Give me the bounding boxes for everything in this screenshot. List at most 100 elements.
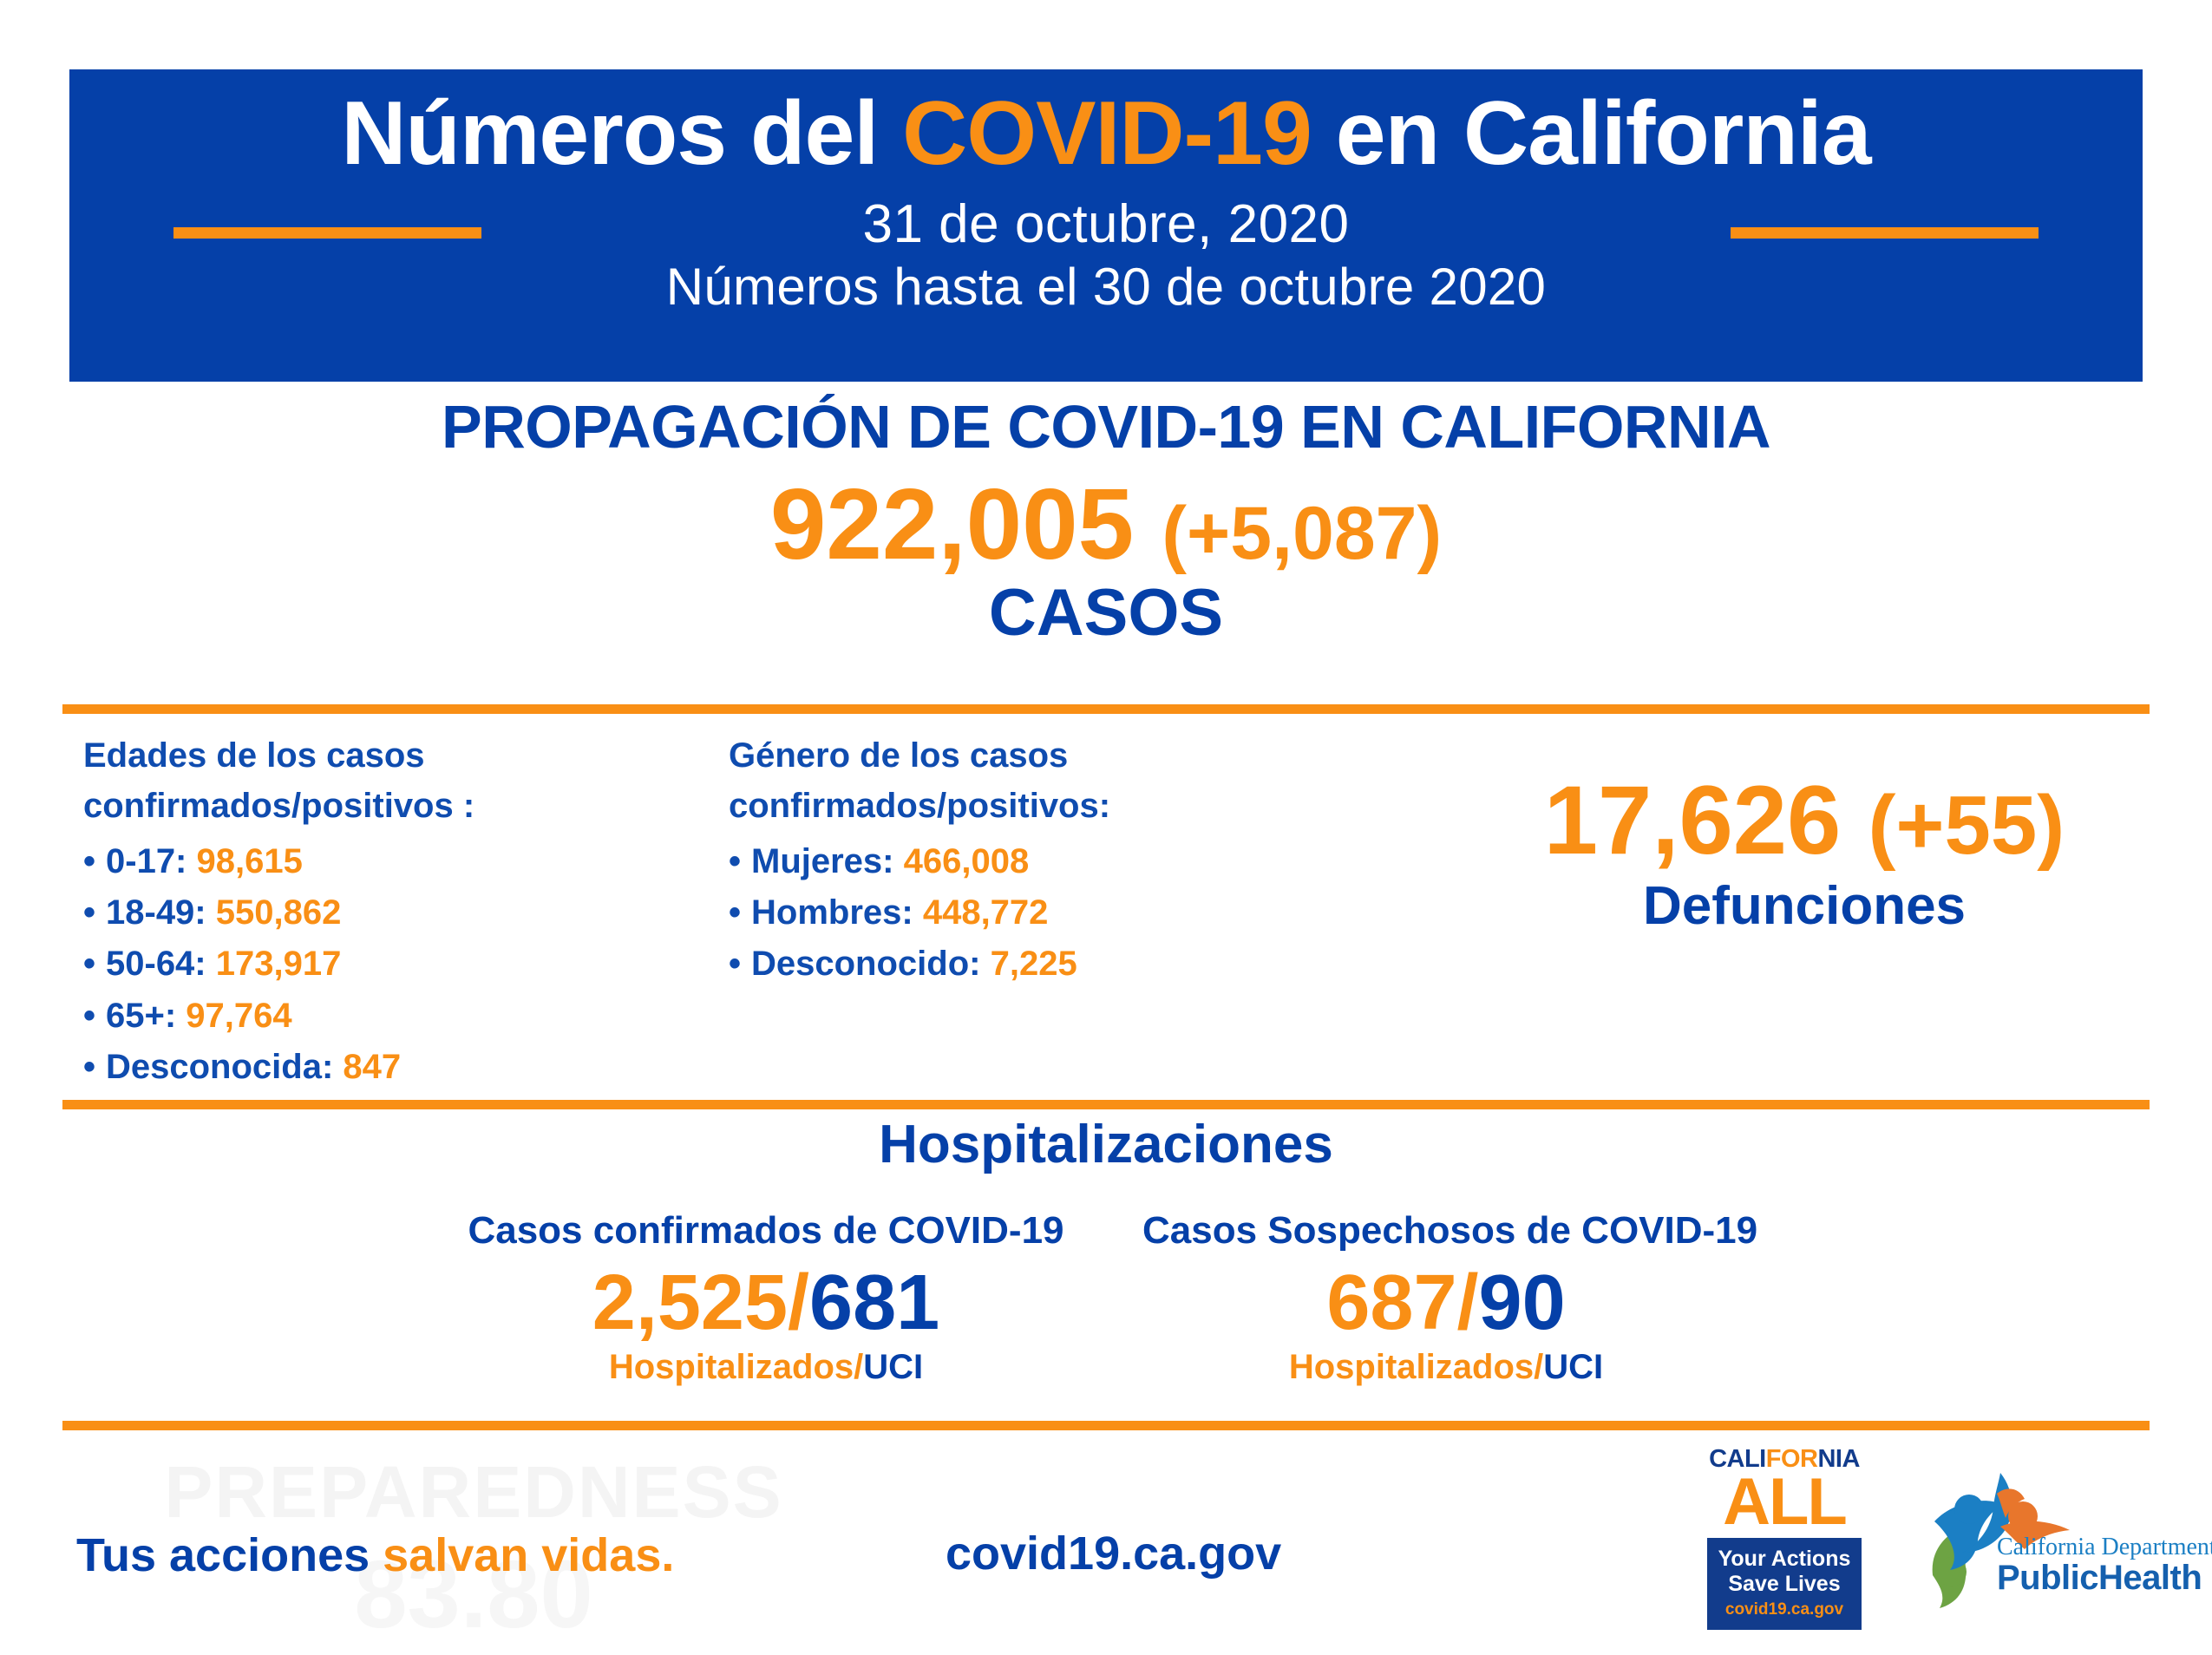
tagline: Tus acciones salvan vidas. <box>76 1528 674 1582</box>
suspected-sub-sep: / <box>1534 1347 1544 1386</box>
watermark-preparedness: PREPAREDNESS <box>164 1451 783 1533</box>
gender-value-0: 466,008 <box>903 842 1030 880</box>
suspected-separator: / <box>1456 1259 1479 1346</box>
tagline-blue-part: Tus acciones <box>76 1529 383 1581</box>
gender-value-2: 7,225 <box>990 945 1077 984</box>
gender-value-1: 448,772 <box>922 893 1049 932</box>
suspected-icu-value: 90 <box>1478 1259 1566 1346</box>
ages-label-1: 18-49: <box>106 893 206 932</box>
rule-left-decoration <box>173 227 481 239</box>
hospitalizations-title: Hospitalizaciones <box>879 1115 1333 1174</box>
ages-value-4: 847 <box>343 1047 402 1086</box>
ages-label-0: 0-17: <box>106 842 187 880</box>
date-row: 31 de octubre, 2020 <box>69 193 2143 257</box>
deaths-value: 17,626 (+55) <box>1440 767 2169 873</box>
confirmed-icu-value: 681 <box>809 1259 940 1346</box>
confirmed-sub-icu: UCI <box>863 1347 924 1386</box>
ages-label-2: 50-64: <box>106 945 206 984</box>
divider-bottom <box>62 1421 2150 1430</box>
suspected-values: 687/90 <box>1142 1259 1750 1346</box>
ages-value-2: 173,917 <box>215 945 342 984</box>
total-cases-value: 922,005 (+5,087) <box>0 468 2212 580</box>
gender-column: Género de los casos confirmados/positivo… <box>729 730 1266 991</box>
suspected-sub-hosp: Hospitalizados <box>1288 1347 1535 1386</box>
confirmed-sub-sep: / <box>854 1347 864 1386</box>
ca-all-tagline-box: Your Actions Save Lives covid19.ca.gov <box>1707 1537 1862 1630</box>
list-item: • Hombres: 448,772 <box>729 887 1266 939</box>
suspected-sub-icu: UCI <box>1543 1347 1604 1386</box>
bullet-icon: • <box>83 842 96 880</box>
ages-value-0: 98,615 <box>196 842 303 880</box>
hospitalizations-columns: Casos confirmados de COVID-19 2,525/681 … <box>0 1209 2212 1386</box>
ages-value-1: 550,862 <box>215 893 342 932</box>
confirmed-separator: / <box>788 1259 810 1346</box>
bullet-icon: • <box>83 996 96 1035</box>
ca-all-line-3: covid19.ca.gov <box>1724 1599 1844 1619</box>
confirmed-sublabel: Hospitalizados/UCI <box>462 1348 1070 1386</box>
gender-label-0: Mujeres: <box>751 842 894 880</box>
bullet-icon: • <box>83 1047 96 1086</box>
footer: PREPAREDNESS 83.80 Tus acciones salvan v… <box>0 1440 2212 1655</box>
gender-title-line-1: Género de los casos <box>729 736 1069 775</box>
total-cases-delta: (+5,087) <box>1162 492 1443 575</box>
list-item: • 18-49: 550,862 <box>83 887 690 939</box>
report-date: 31 de octubre, 2020 <box>862 194 1350 255</box>
bullet-icon: • <box>729 945 742 984</box>
bullet-icon: • <box>83 893 96 932</box>
ca-all-cali: CALI <box>1709 1445 1766 1473</box>
total-cases-number: 922,005 <box>769 468 1135 580</box>
title-part-1: Números del <box>341 83 903 184</box>
tagline-orange-part: salvan vidas. <box>383 1529 675 1581</box>
cdph-people-icon <box>1932 1473 2070 1608</box>
title-highlight-covid19: COVID-19 <box>902 83 1312 184</box>
ca-all-nia: NIA <box>1817 1445 1860 1473</box>
cdph-wordmark: California Department of PublicHealth <box>1997 1535 2212 1597</box>
list-item: • Desconocido: 7,225 <box>729 939 1266 990</box>
suspected-title: Casos Sospechosos de COVID-19 <box>1142 1209 1758 1253</box>
deaths-column: 17,626 (+55) Defunciones <box>1440 767 2169 936</box>
ages-column: Edades de los casos confirmados/positivo… <box>83 730 690 1093</box>
list-item: • Desconocida: 847 <box>83 1042 690 1093</box>
suspected-hospitalized-value: 687 <box>1326 1259 1457 1346</box>
page-title: Números del COVID-19 en California <box>69 85 2143 182</box>
confirmed-hospitalized-value: 2,525 <box>592 1259 789 1346</box>
title-part-2: en California <box>1311 83 1872 184</box>
ages-value-3: 97,764 <box>186 996 292 1035</box>
spread-section: PROPAGACIÓN DE COVID-19 EN CALIFORNIA 92… <box>0 392 2212 648</box>
deaths-number: 17,626 <box>1543 766 1842 874</box>
suspected-sublabel: Hospitalizados/UCI <box>1142 1348 1750 1386</box>
gender-label-2: Desconocido: <box>751 945 981 984</box>
total-cases-label: CASOS <box>988 576 1224 651</box>
site-url[interactable]: covid19.ca.gov <box>946 1527 1282 1580</box>
deaths-delta: (+55) <box>1868 779 2065 872</box>
gender-list: • Mujeres: 466,008 • Hombres: 448,772 • Des… <box>729 836 1266 991</box>
cdph-line-2: PublicHealth <box>1997 1559 2202 1597</box>
list-item: • Mujeres: 466,008 <box>729 836 1266 887</box>
bullet-icon: • <box>729 893 742 932</box>
list-item: • 0-17: 98,615 <box>83 836 690 887</box>
hospitalizations-section: Hospitalizaciones Casos confirmados de C… <box>0 1115 2212 1386</box>
ca-all-line-2: Save Lives <box>1728 1571 1841 1596</box>
cdph-logo: California Department of PublicHealth <box>1917 1469 2212 1626</box>
list-item: • 65+: 97,764 <box>83 991 690 1042</box>
california-all-logo: CALIFORNIA ALL Your Actions Save Lives c… <box>1707 1447 1862 1630</box>
middle-stats-band: Edades de los casos confirmados/positivo… <box>0 727 2212 1091</box>
ages-title-line-1: Edades de los casos <box>83 736 425 775</box>
ages-title-line-2: confirmados/positivos : <box>83 787 475 825</box>
divider-middle <box>62 1100 2150 1109</box>
ages-label-4: Desconocida: <box>106 1047 334 1086</box>
ca-all-for: FOR <box>1765 1445 1818 1473</box>
rule-right-decoration <box>1731 227 2039 239</box>
confirmed-values: 2,525/681 <box>462 1259 1070 1346</box>
ages-list: • 0-17: 98,615 • 18-49: 550,862 • 50-64: 17… <box>83 836 690 1093</box>
bullet-icon: • <box>83 945 96 984</box>
header-banner: Números del COVID-19 en California 31 de… <box>69 69 2143 382</box>
gender-label-1: Hombres: <box>751 893 913 932</box>
ages-label-3: 65+: <box>106 996 177 1035</box>
list-item: • 50-64: 173,917 <box>83 939 690 990</box>
data-through-date: Números hasta el 30 de octubre 2020 <box>665 258 1547 317</box>
ca-all-line-1: Your Actions <box>1718 1546 1851 1571</box>
gender-title-line-2: confirmados/positivos: <box>729 787 1111 825</box>
ca-all-wordmark-top: CALIFORNIA <box>1707 1447 1862 1472</box>
